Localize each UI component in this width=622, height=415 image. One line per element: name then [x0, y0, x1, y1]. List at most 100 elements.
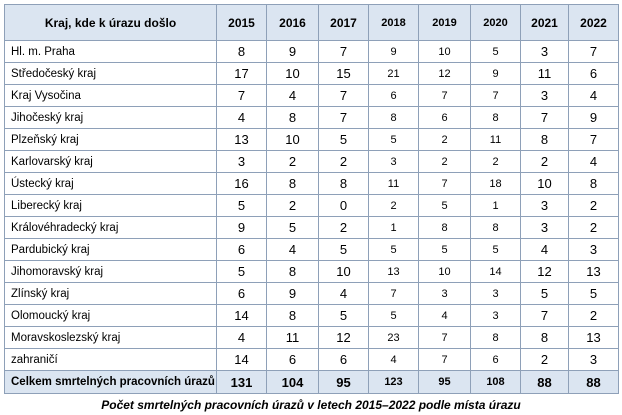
count-cell: 104	[266, 370, 319, 394]
count-cell: 131	[216, 370, 267, 394]
count-cell: 14	[216, 348, 267, 371]
count-cell: 2	[318, 216, 369, 239]
count-cell: 8	[470, 106, 521, 129]
year-header: 2022	[568, 4, 619, 41]
count-cell: 8	[266, 106, 319, 129]
count-cell: 3	[568, 238, 619, 261]
data-table: Kraj, kde k úrazu došlo 2015 2016 2017 2018 2…	[4, 4, 619, 394]
count-cell: 8	[520, 128, 569, 151]
count-cell: 2	[520, 348, 569, 371]
count-cell: 5	[216, 194, 267, 217]
count-cell: 2	[568, 304, 619, 327]
total-row: Celkem smrtelných pracovních úrazů 131 104…	[4, 370, 619, 394]
count-cell: 3	[470, 282, 521, 305]
region-name: Zlínský kraj	[4, 282, 217, 305]
region-name: Hl. m. Praha	[4, 40, 217, 63]
region-name: Jihomoravský kraj	[4, 260, 217, 283]
count-cell: 8	[520, 326, 569, 349]
count-cell: 7	[520, 304, 569, 327]
count-cell: 11	[266, 326, 319, 349]
count-cell: 6	[368, 84, 419, 107]
count-cell: 9	[368, 40, 419, 63]
count-cell: 10	[520, 172, 569, 195]
count-cell: 3	[418, 282, 471, 305]
count-cell: 11	[470, 128, 521, 151]
count-cell: 5	[470, 238, 521, 261]
count-cell: 2	[568, 216, 619, 239]
count-cell: 2	[318, 150, 369, 173]
count-cell: 4	[318, 282, 369, 305]
count-cell: 8	[266, 260, 319, 283]
count-cell: 4	[368, 348, 419, 371]
count-cell: 4	[266, 84, 319, 107]
count-cell: 7	[418, 84, 471, 107]
count-cell: 4	[520, 238, 569, 261]
year-header: 2018	[368, 4, 419, 41]
count-cell: 4	[568, 150, 619, 173]
count-cell: 12	[520, 260, 569, 283]
count-cell: 5	[266, 216, 319, 239]
count-cell: 8	[418, 216, 471, 239]
year-header: 2015	[216, 4, 267, 41]
region-name: Pardubický kraj	[4, 238, 217, 261]
count-cell: 88	[520, 370, 569, 394]
count-cell: 5	[318, 304, 369, 327]
count-cell: 5	[318, 128, 369, 151]
table-body: Hl. m. Praha 8 9 7 9 10 5 3 7 Středočeský kraj 17 1…	[4, 40, 619, 394]
count-cell: 2	[568, 194, 619, 217]
count-cell: 6	[318, 348, 369, 371]
count-cell: 4	[568, 84, 619, 107]
count-cell: 13	[216, 128, 267, 151]
count-cell: 13	[568, 260, 619, 283]
count-cell: 5	[216, 260, 267, 283]
count-cell: 3	[470, 304, 521, 327]
count-cell: 14	[216, 304, 267, 327]
count-cell: 4	[216, 326, 267, 349]
count-cell: 7	[368, 282, 419, 305]
count-cell: 7	[470, 84, 521, 107]
count-cell: 6	[470, 348, 521, 371]
count-cell: 9	[216, 216, 267, 239]
count-cell: 21	[368, 62, 419, 85]
count-cell: 10	[318, 260, 369, 283]
count-cell: 17	[216, 62, 267, 85]
count-cell: 6	[568, 62, 619, 85]
count-cell: 7	[216, 84, 267, 107]
count-cell: 1	[470, 194, 521, 217]
count-cell: 3	[520, 194, 569, 217]
count-cell: 13	[368, 260, 419, 283]
count-cell: 2	[266, 194, 319, 217]
count-cell: 7	[318, 84, 369, 107]
count-cell: 16	[216, 172, 267, 195]
year-header: 2017	[318, 4, 369, 41]
caption: Počet smrtelných pracovních úrazů v lete…	[101, 398, 521, 412]
count-cell: 18	[470, 172, 521, 195]
count-cell: 8	[266, 304, 319, 327]
count-cell: 3	[368, 150, 419, 173]
region-name: Plzeňský kraj	[4, 128, 217, 151]
region-header: Kraj, kde k úrazu došlo	[4, 4, 217, 41]
count-cell: 3	[520, 216, 569, 239]
count-cell: 108	[470, 370, 521, 394]
count-cell: 8	[318, 172, 369, 195]
count-cell: 5	[368, 238, 419, 261]
count-cell: 9	[470, 62, 521, 85]
region-name: Olomoucký kraj	[4, 304, 217, 327]
count-cell: 9	[568, 106, 619, 129]
count-cell: 15	[318, 62, 369, 85]
count-cell: 1	[368, 216, 419, 239]
count-cell: 5	[418, 194, 471, 217]
count-cell: 8	[568, 172, 619, 195]
table-row: Jihomoravský kraj 5 8 10 13 10 14 12 13	[4, 260, 619, 283]
count-cell: 9	[266, 40, 319, 63]
count-cell: 12	[318, 326, 369, 349]
count-cell: 4	[216, 106, 267, 129]
region-name: Středočeský kraj	[4, 62, 217, 85]
count-cell: 6	[216, 282, 267, 305]
table-row: Pardubický kraj 6 4 5 5 5 5 4 3	[4, 238, 619, 261]
year-header: 2019	[418, 4, 471, 41]
count-cell: 10	[266, 62, 319, 85]
count-cell: 95	[318, 370, 369, 394]
table-row: Hl. m. Praha 8 9 7 9 10 5 3 7	[4, 40, 619, 63]
